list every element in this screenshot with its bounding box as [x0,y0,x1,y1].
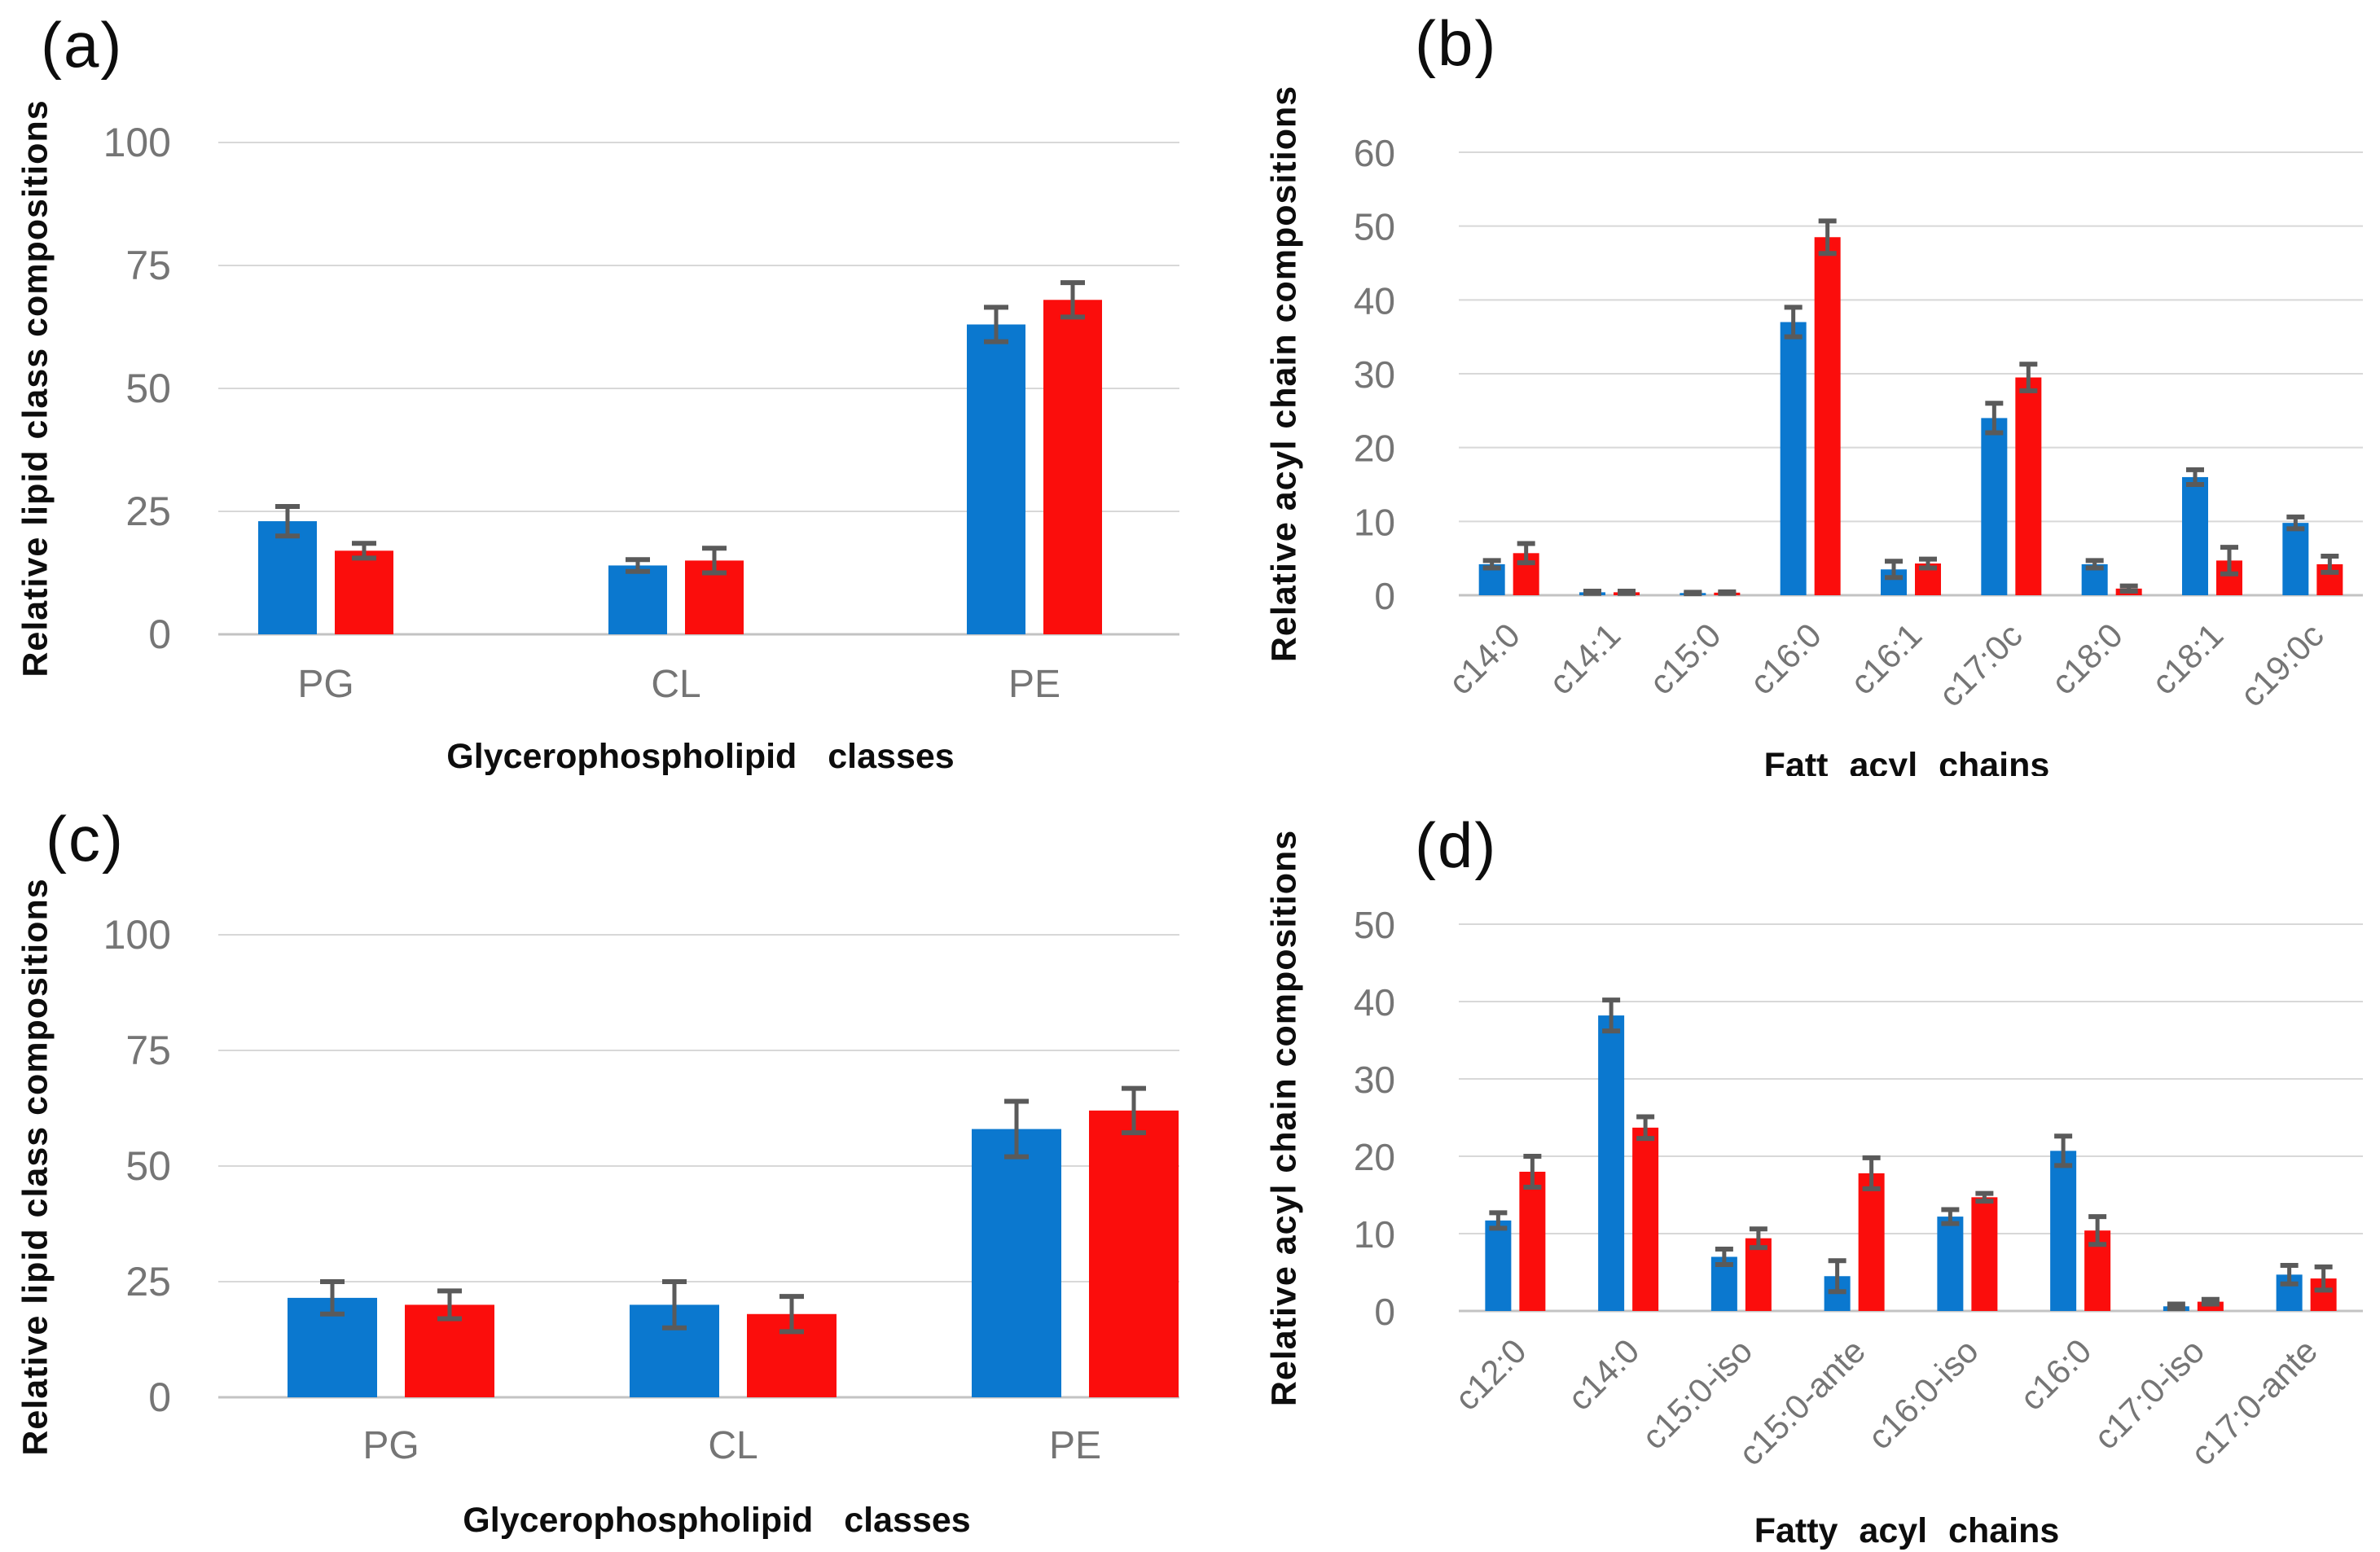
bar-blue-c16:0-iso [1937,1217,1964,1311]
panel-d-letter: (d) [1415,809,1498,881]
x-tick-label: c17:0c [1931,616,2030,714]
panel-c: (c) Relative lipid class compositions Gl… [0,776,1190,1552]
y-tick-label: 0 [1374,575,1395,617]
y-tick-label: 100 [103,912,171,958]
x-tick-label: PG [297,663,353,706]
bar-blue-c19:0c [2282,523,2309,595]
x-tick-label: c14:0 [1561,1331,1647,1418]
x-tick-label: c16:1 [1842,616,1929,702]
y-tick-label: 30 [1354,1059,1395,1101]
x-tick-label: c16:0 [1742,616,1829,702]
x-tick-label: c14:1 [1541,616,1627,702]
x-tick-label: c15:0 [1642,616,1728,702]
y-tick-label: 100 [103,120,171,165]
y-tick-label: 75 [125,1028,171,1073]
bar-blue-c17:0c [1981,418,2008,595]
x-tick-label: PE [1049,1424,1101,1467]
y-tick-label: 0 [1374,1291,1395,1333]
panel-a-x-axis-title: Glycerophospholipid classes [446,737,955,776]
y-tick-label: 0 [148,612,171,657]
bar-red-c12:0 [1519,1172,1546,1311]
panel-b-x-axis-title: Fatt acyl chains [1763,746,2050,776]
y-tick-label: 25 [125,489,171,534]
x-tick-label: CL [651,663,700,706]
bar-red-c16:0-iso [1971,1197,1998,1311]
x-tick-label: c14:0 [1441,616,1527,702]
x-tick-label: c16:0 [2013,1331,2099,1418]
y-tick-label: 20 [1354,1136,1395,1178]
y-tick-label: 40 [1354,279,1395,322]
x-tick-label: PE [1008,663,1060,706]
y-tick-label: 0 [148,1374,171,1420]
panel-c-x-axis-title: Glycerophospholipid classes [463,1501,971,1540]
bar-blue-c16:0 [1780,322,1807,595]
bar-red-PG [335,550,393,634]
panel-b-letter: (b) [1415,7,1498,79]
x-tick-label: PG [362,1424,419,1467]
panel-b: (b) Relative acyl chain compositions Fat… [1190,0,2380,776]
x-tick-label: CL [708,1424,757,1467]
panel-d-x-axis-title: Fatty acyl chains [1754,1511,2060,1550]
panel-a-chart: 0 25 50 75 100 PG CL PE [103,120,1179,706]
y-tick-label: 50 [1354,904,1395,946]
y-tick-label: 50 [1354,206,1395,248]
x-tick-label: c16:0-iso [1860,1331,1986,1457]
y-tick-label: 10 [1354,1213,1395,1256]
x-tick-label: c18:1 [2144,616,2230,702]
bar-blue-PG [258,521,317,634]
y-tick-label: 40 [1354,981,1395,1024]
panel-c-letter: (c) [46,803,125,875]
x-tick-label: c12:0 [1447,1331,1534,1418]
y-tick-label: 60 [1354,132,1395,174]
panel-a: (a) Relative lipid class compositions Gl… [0,0,1190,776]
y-tick-label: 75 [125,243,171,288]
y-tick-label: 30 [1354,353,1395,396]
bar-blue-c12:0 [1485,1220,1512,1311]
bar-red-c15:0-ante [1858,1173,1885,1311]
bar-red-PE [1043,300,1102,634]
panel-d: (d) Relative acyl chain compositions Fat… [1190,776,2380,1552]
y-tick-label: 25 [125,1259,171,1304]
bar-blue-PE [972,1129,1061,1397]
x-tick-label: c18:0 [2044,616,2130,702]
panel-a-letter: (a) [41,9,124,81]
bar-red-c17:0c [2015,377,2042,595]
bar-blue-c14:0 [1598,1015,1625,1311]
bar-red-c15:0-iso [1745,1238,1772,1311]
y-tick-label: 10 [1354,501,1395,543]
x-tick-label: c19:0c [2233,616,2331,714]
bar-red-c16:0 [1814,237,1841,595]
y-tick-label: 50 [125,366,171,411]
bar-blue-PE [967,324,1025,634]
panel-c-chart: 0 25 50 75 100 PG CL PE [103,912,1179,1467]
y-tick-label: 50 [125,1143,171,1189]
bar-red-c14:0 [1632,1127,1659,1311]
bar-blue-CL [608,565,667,634]
bar-blue-c18:1 [2182,476,2208,595]
y-tick-label: 20 [1354,427,1395,470]
bar-red-PE [1089,1110,1179,1397]
bar-blue-c16:0 [2050,1151,2077,1311]
